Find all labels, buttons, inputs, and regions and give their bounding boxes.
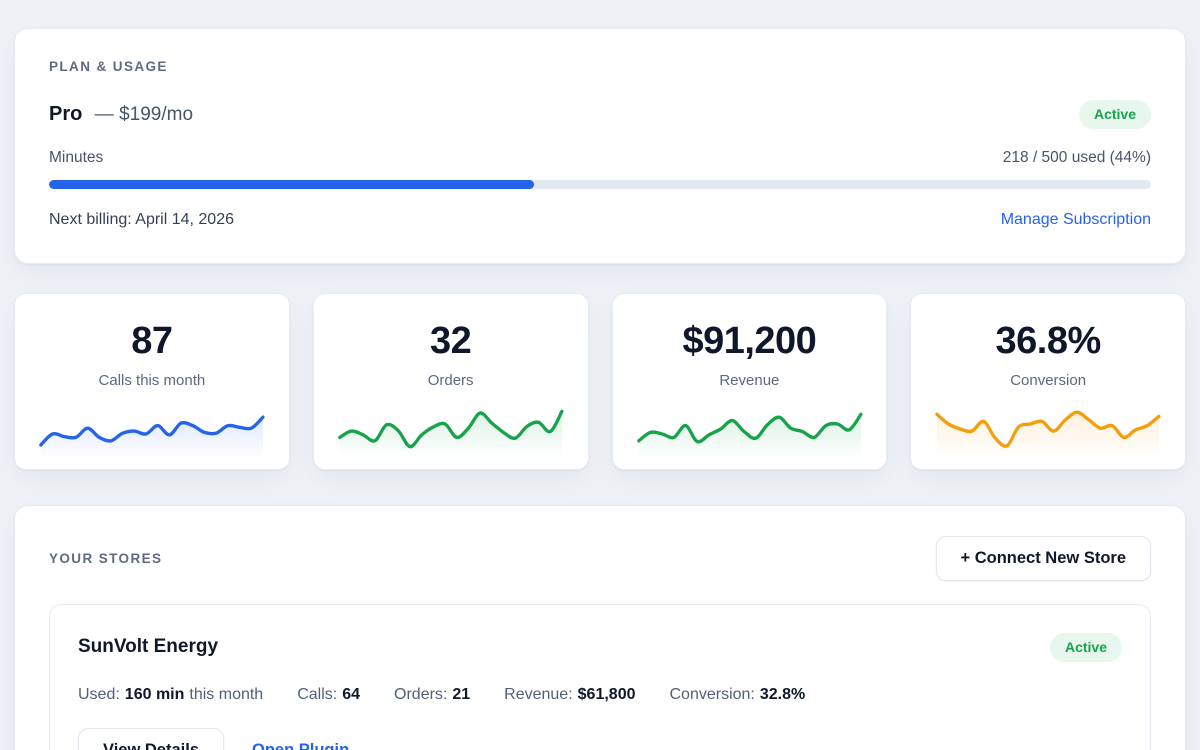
metric-label: Calls: <box>297 685 338 703</box>
billing-row: Next billing: April 14, 2026 Manage Subs… <box>49 211 1151 229</box>
stat-card-calls: 87 Calls this month <box>14 292 290 470</box>
usage-progress-fill <box>49 179 534 189</box>
stat-value: 36.8% <box>995 319 1102 362</box>
store-card: SunVolt Energy Active Used: 160 min this m… <box>49 603 1151 750</box>
metric-used: Used: 160 min this month <box>78 686 263 704</box>
plan-name: Pro <box>49 102 83 125</box>
metric-value: 32.8% <box>759 685 806 703</box>
connect-new-store-button[interactable]: + Connect New Store <box>935 535 1151 581</box>
stats-row: 87 Calls this month 32 Orders $91,200 Re… <box>14 292 1186 470</box>
store-name: SunVolt Energy <box>78 636 219 658</box>
usage-progress-track <box>49 179 1151 189</box>
store-head: SunVolt Energy Active <box>78 632 1122 662</box>
metric-value: $61,800 <box>577 685 636 703</box>
stat-label: Conversion <box>1010 371 1087 389</box>
metric-label: Orders: <box>394 685 448 703</box>
usage-label: Minutes <box>49 148 104 166</box>
metric-label: Conversion: <box>669 685 755 703</box>
usage-row: Minutes 218 / 500 used (44%) <box>49 149 1151 167</box>
stat-label: Revenue <box>719 371 780 389</box>
metric-orders: Orders: 21 <box>394 686 470 704</box>
stat-value: 87 <box>131 319 173 362</box>
your-stores-section-title: YOUR STORES <box>49 550 163 566</box>
stat-value: $91,200 <box>682 319 817 362</box>
plan-row: Pro — $199/mo Active <box>49 100 1151 129</box>
stat-card-conversion: 36.8% Conversion <box>910 292 1186 470</box>
manage-subscription-link[interactable]: Manage Subscription <box>1000 210 1151 228</box>
metric-suffix: this month <box>189 685 264 703</box>
stat-value: 32 <box>429 319 472 362</box>
stat-label: Calls this month <box>98 371 206 389</box>
metric-revenue: Revenue: $61,800 <box>504 686 635 704</box>
plan-usage-card: PLAN & USAGE Pro — $199/mo Active Minute… <box>14 28 1186 264</box>
your-stores-card: YOUR STORES + Connect New Store SunVolt … <box>14 504 1186 750</box>
sparkline-chart <box>935 410 1161 458</box>
store-metrics: Used: 160 min this month Calls: 64 Orders: 2… <box>78 686 1122 704</box>
plan-status-badge: Active <box>1078 100 1151 129</box>
next-billing-text: Next billing: April 14, 2026 <box>49 210 234 228</box>
plan-usage-section-title: PLAN & USAGE <box>49 59 168 74</box>
stat-card-orders: 32 Orders <box>312 292 589 470</box>
stores-header: YOUR STORES + Connect New Store <box>49 535 1151 581</box>
sparkline-chart <box>337 409 564 458</box>
metric-label: Used: <box>78 685 120 703</box>
metric-label: Revenue: <box>504 685 573 703</box>
usage-value: 218 / 500 used (44%) <box>1002 148 1151 166</box>
metric-value: 64 <box>342 685 361 703</box>
plan-price: — $199/mo <box>94 103 194 125</box>
sparkline-chart <box>636 412 863 458</box>
metric-calls: Calls: 64 <box>297 686 360 704</box>
metric-value: 21 <box>452 685 471 703</box>
view-details-button[interactable]: View Details <box>78 727 224 750</box>
stat-label: Orders <box>427 371 474 389</box>
plan-title: Pro — $199/mo <box>49 103 193 126</box>
stat-card-revenue: $91,200 Revenue <box>611 292 888 470</box>
metric-value: 160 min <box>124 685 185 703</box>
open-plugin-link[interactable]: Open Plugin <box>252 740 350 750</box>
store-status-badge: Active <box>1049 632 1122 662</box>
store-actions: View Details Open Plugin <box>78 727 1122 750</box>
metric-conversion: Conversion: 32.8% <box>670 686 806 704</box>
sparkline-chart <box>39 415 265 458</box>
